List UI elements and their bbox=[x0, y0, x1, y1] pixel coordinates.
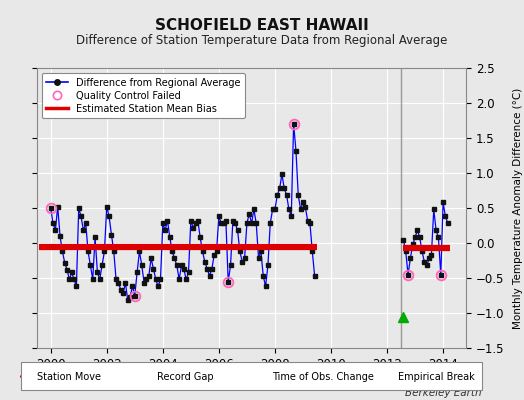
Text: Difference of Station Temperature Data from Regional Average: Difference of Station Temperature Data f… bbox=[77, 34, 447, 47]
Text: Berkeley Earth: Berkeley Earth bbox=[406, 388, 482, 398]
Text: Empirical Break: Empirical Break bbox=[398, 372, 475, 382]
Text: Record Gap: Record Gap bbox=[157, 372, 214, 382]
Text: Station Move: Station Move bbox=[37, 372, 101, 382]
Text: SCHOFIELD EAST HAWAII: SCHOFIELD EAST HAWAII bbox=[155, 18, 369, 33]
Text: Time of Obs. Change: Time of Obs. Change bbox=[272, 372, 374, 382]
Legend: Difference from Regional Average, Quality Control Failed, Estimated Station Mean: Difference from Regional Average, Qualit… bbox=[41, 73, 245, 118]
Y-axis label: Monthly Temperature Anomaly Difference (°C): Monthly Temperature Anomaly Difference (… bbox=[513, 87, 523, 329]
